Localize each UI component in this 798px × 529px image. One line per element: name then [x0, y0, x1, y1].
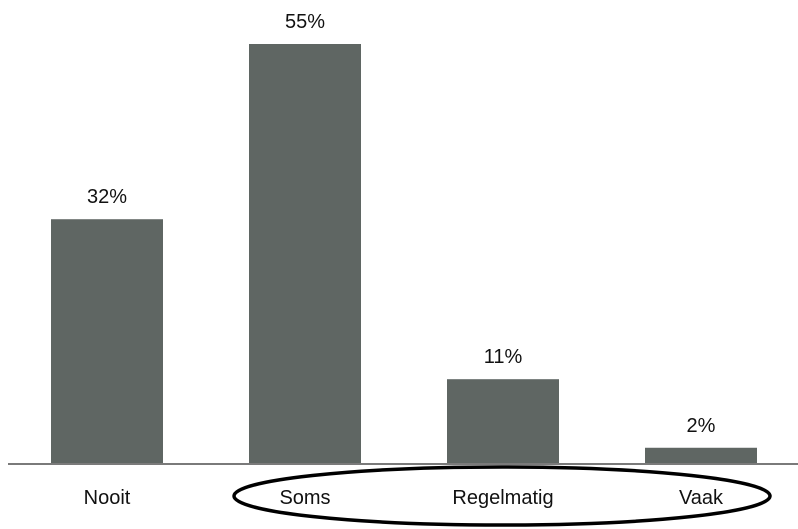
category-label-nooit: Nooit — [84, 487, 131, 509]
value-label-vaak: 2% — [687, 415, 716, 437]
bars-group — [51, 44, 757, 463]
value-labels-group: 32% 55% 11% 2% — [87, 11, 716, 437]
highlight-ellipse — [232, 465, 772, 527]
bar-regelmatig — [447, 379, 559, 463]
bar-nooit — [51, 219, 163, 463]
category-label-vaak: Vaak — [679, 487, 724, 509]
category-label-soms: Soms — [279, 487, 330, 509]
value-label-soms: 55% — [285, 11, 325, 33]
category-label-regelmatig: Regelmatig — [452, 487, 553, 509]
category-labels-group: Nooit Soms Regelmatig Vaak — [84, 487, 724, 509]
bar-vaak — [645, 447, 757, 463]
value-label-regelmatig: 11% — [484, 346, 523, 368]
bar-soms — [249, 44, 361, 463]
value-label-nooit: 32% — [87, 186, 127, 208]
